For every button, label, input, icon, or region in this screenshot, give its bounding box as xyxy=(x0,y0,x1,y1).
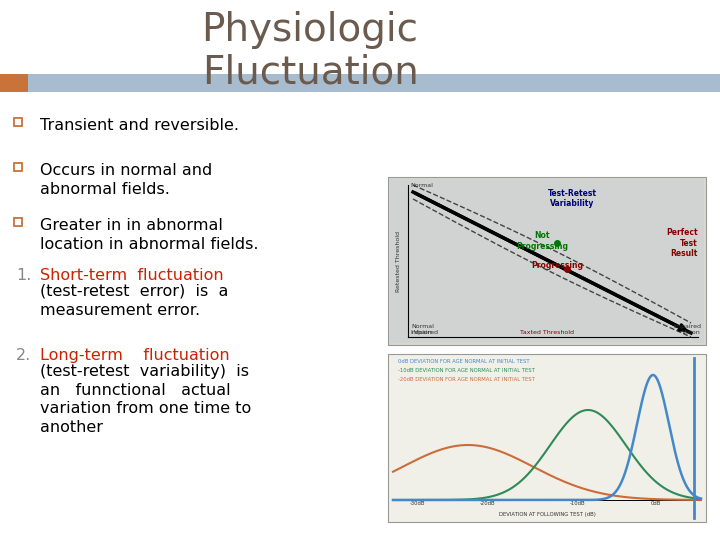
Bar xyxy=(0,74,28,92)
Text: 0dB: 0dB xyxy=(651,501,661,506)
Text: 0dB DEVIATION FOR AGE NORMAL AT INITIAL TEST: 0dB DEVIATION FOR AGE NORMAL AT INITIAL … xyxy=(398,359,530,364)
Text: Progressing: Progressing xyxy=(531,261,583,271)
Bar xyxy=(14,118,22,126)
Text: Taxted Threshold: Taxted Threshold xyxy=(520,330,574,335)
Bar xyxy=(14,163,22,171)
Text: Short-term  fluctuation: Short-term fluctuation xyxy=(40,268,224,283)
Bar xyxy=(390,179,704,343)
Text: -20dB: -20dB xyxy=(480,501,496,506)
Text: Long-term    fluctuation: Long-term fluctuation xyxy=(40,348,230,363)
Text: -30dB: -30dB xyxy=(410,501,426,506)
Text: Retested Threshold: Retested Threshold xyxy=(395,231,400,292)
Text: Test-Retest
Variability: Test-Retest Variability xyxy=(547,189,596,208)
Text: Impaired: Impaired xyxy=(410,330,438,335)
Text: Normal: Normal xyxy=(410,183,433,188)
Text: (test-retest  variability)  is
an   funnctional   actual
variation from one time: (test-retest variability) is an funnctio… xyxy=(40,364,251,435)
Text: (test-retest  error)  is  a
measurement error.: (test-retest error) is a measurement err… xyxy=(40,284,228,318)
Text: Not
Progressing: Not Progressing xyxy=(516,231,568,251)
Text: Fluctuation: Fluctuation xyxy=(202,53,418,91)
Text: 2.: 2. xyxy=(16,348,31,363)
Text: Greater in in abnormal
location in abnormal fields.: Greater in in abnormal location in abnor… xyxy=(40,218,258,252)
Text: -20dB DEVIATION FOR AGE NORMAL AT INITIAL TEST: -20dB DEVIATION FOR AGE NORMAL AT INITIA… xyxy=(398,377,535,382)
Text: DEVIATION AT FOLLOWING TEST (dB): DEVIATION AT FOLLOWING TEST (dB) xyxy=(498,512,595,517)
Text: Normal
Vision: Normal Vision xyxy=(412,324,434,335)
Bar xyxy=(0,74,720,92)
Text: -10dB: -10dB xyxy=(570,501,586,506)
Text: Transient and reversible.: Transient and reversible. xyxy=(40,118,239,133)
Text: Physiologic: Physiologic xyxy=(202,11,418,49)
Text: -10dB DEVIATION FOR AGE NORMAL AT INITIAL TEST: -10dB DEVIATION FOR AGE NORMAL AT INITIA… xyxy=(398,368,535,373)
Text: Impaired
Vision: Impaired Vision xyxy=(673,324,701,335)
Bar xyxy=(388,354,706,522)
Text: 1.: 1. xyxy=(16,268,32,283)
Bar xyxy=(14,218,22,226)
Text: Perfect
Test
Result: Perfect Test Result xyxy=(667,228,698,258)
Bar xyxy=(388,177,706,345)
Text: Occurs in normal and
abnormal fields.: Occurs in normal and abnormal fields. xyxy=(40,163,212,197)
